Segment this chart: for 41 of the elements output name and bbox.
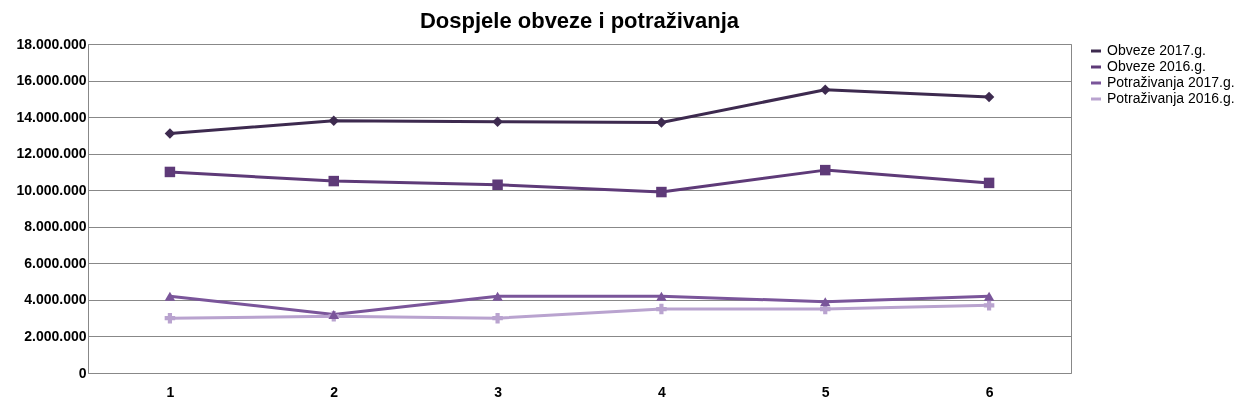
- y-tick-label: 16.000.000: [16, 72, 87, 89]
- point: [164, 128, 176, 139]
- point: [492, 291, 503, 301]
- y-tick-label: 6.000.000: [24, 254, 87, 271]
- y-tick-label: 18.000.000: [16, 35, 87, 52]
- point: [820, 297, 831, 307]
- y-tick-label: 4.000.000: [24, 291, 87, 308]
- point: [820, 84, 831, 95]
- point: [656, 303, 667, 315]
- point: [983, 177, 995, 189]
- point: [492, 312, 503, 324]
- point: [656, 291, 667, 301]
- x-tick-label: 1: [166, 383, 175, 400]
- point: [656, 117, 667, 128]
- point: [328, 115, 339, 127]
- y-tick-label: 12.000.000: [16, 145, 87, 162]
- x-tick-label: 6: [985, 383, 994, 400]
- point: [820, 164, 831, 176]
- chart-title: Dospjele obveze i potraživanja: [419, 8, 740, 33]
- point: [983, 291, 995, 301]
- x-tick-label: 5: [821, 383, 830, 400]
- point: [492, 116, 503, 127]
- y-tick-label: 0: [78, 364, 87, 381]
- y-tick-label: 2.000.000: [24, 327, 87, 344]
- x-tick-label: 3: [494, 383, 503, 400]
- x-tick-label: 2: [330, 383, 339, 400]
- point: [328, 175, 339, 187]
- point: [656, 186, 667, 198]
- legend-label: Obveze 2016.g.: [1107, 58, 1206, 74]
- legend-label: Obveze 2017.g.: [1107, 42, 1206, 58]
- y-tick-label: 10.000.000: [16, 181, 87, 198]
- point: [164, 291, 176, 301]
- y-tick-label: 8.000.000: [24, 218, 87, 235]
- legend-label: Potraživanja 2017.g.: [1107, 74, 1235, 90]
- point: [164, 312, 176, 324]
- point: [164, 166, 176, 178]
- legend-label: Potraživanja 2016.g.: [1107, 90, 1235, 106]
- point: [983, 300, 995, 311]
- x-tick-label: 4: [658, 383, 667, 400]
- y-tick-label: 14.000.000: [16, 108, 87, 125]
- point: [492, 179, 503, 190]
